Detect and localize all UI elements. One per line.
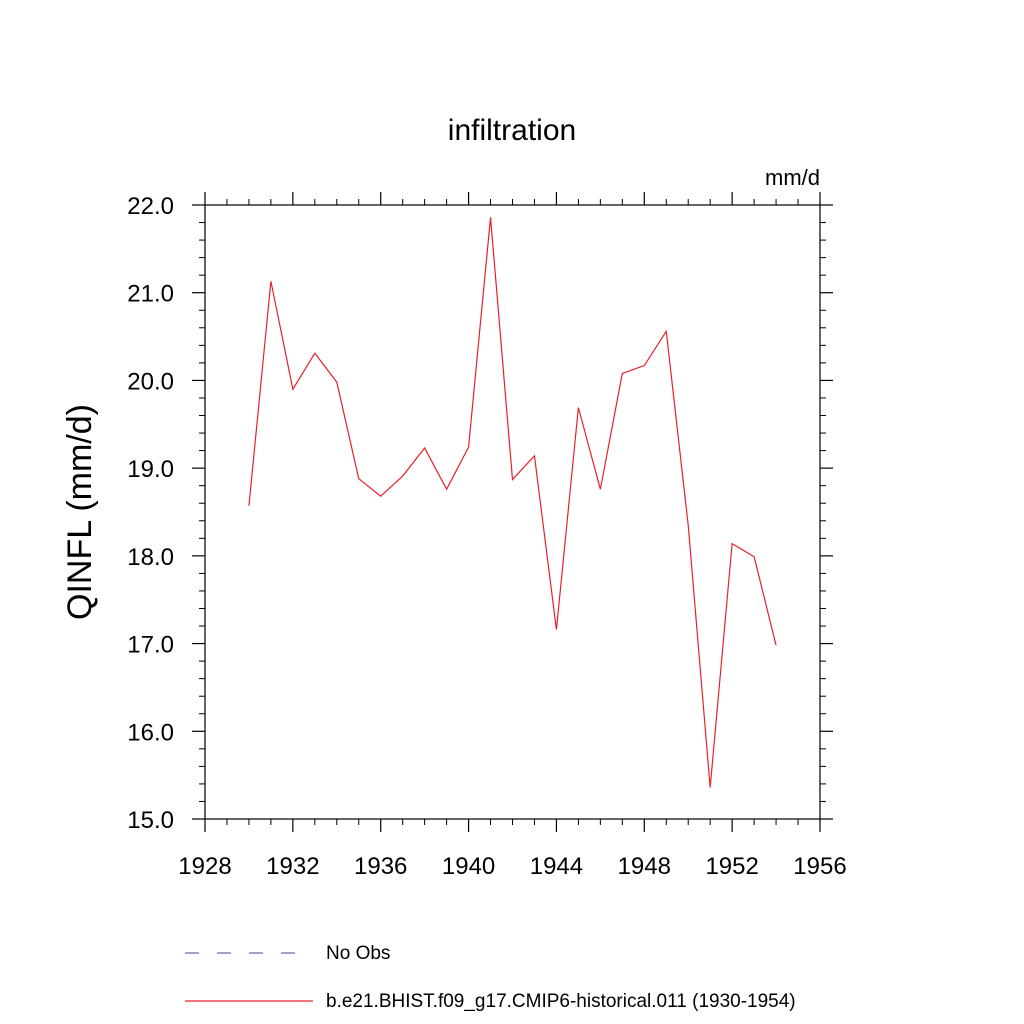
x-tick-label: 1948 xyxy=(618,853,671,880)
units-label: mm/d xyxy=(765,165,820,190)
x-tick-label: 1932 xyxy=(266,853,319,880)
x-tick-label: 1928 xyxy=(178,853,231,880)
x-tick-label: 1956 xyxy=(793,853,846,880)
y-tick-label: 21.0 xyxy=(127,281,174,308)
y-tick-label: 15.0 xyxy=(127,807,174,834)
x-tick-label: 1944 xyxy=(530,853,583,880)
series-lines xyxy=(248,217,777,788)
tick-marks xyxy=(192,192,833,832)
y-tick-label: 17.0 xyxy=(127,632,174,659)
x-tick-label: 1940 xyxy=(442,853,495,880)
y-tick-labels: 15.0 16.0 17.0 18.0 19.0 20.0 21.0 22.0 xyxy=(127,193,174,834)
y-axis-label: QINFL (mm/d) xyxy=(61,404,99,620)
x-tick-label: 1936 xyxy=(354,853,407,880)
legend-label-historical-011: b.e21.BHIST.f09_g17.CMIP6-historical.011… xyxy=(326,991,796,1012)
series-line-1 xyxy=(248,217,777,788)
x-tick-labels: 1928 1932 1936 1940 1944 1948 1952 1956 xyxy=(178,853,846,880)
x-tick-label: 1952 xyxy=(705,853,758,880)
y-tick-label: 22.0 xyxy=(127,193,174,220)
chart-title: infiltration xyxy=(448,114,576,147)
legend-label-no-obs: No Obs xyxy=(326,943,390,964)
y-tick-label: 20.0 xyxy=(127,368,174,395)
y-tick-label: 19.0 xyxy=(127,456,174,483)
legend: No Obs b.e21.BHIST.f09_g17.CMIP6-histori… xyxy=(185,943,796,1012)
y-tick-label: 18.0 xyxy=(127,544,174,571)
y-tick-label: 16.0 xyxy=(127,719,174,746)
